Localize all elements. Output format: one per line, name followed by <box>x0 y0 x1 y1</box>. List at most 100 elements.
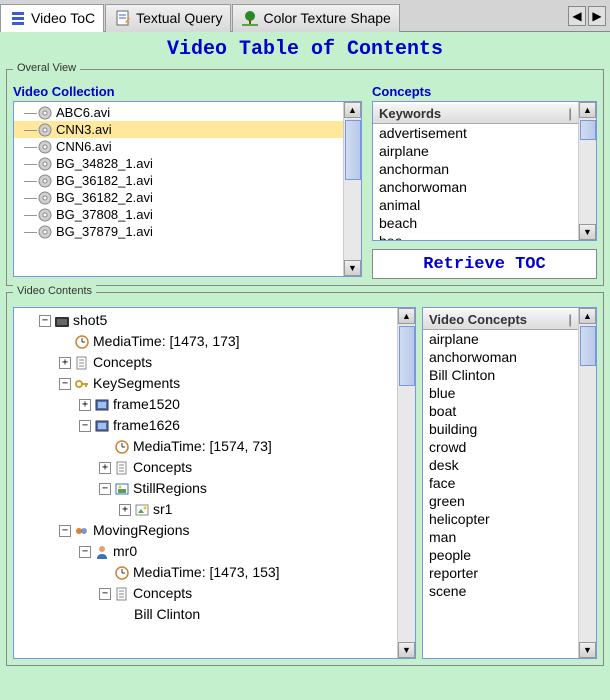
tree-node[interactable]: − Concepts <box>16 583 395 604</box>
list-item[interactable]: —CNN6.avi <box>14 138 343 155</box>
page-title: Video Table of Contents <box>0 32 610 67</box>
expander-icon[interactable]: − <box>59 378 71 390</box>
person-icon <box>94 544 110 560</box>
tree-node[interactable]: −frame1626 <box>16 415 395 436</box>
list-item[interactable]: bee <box>373 232 578 240</box>
expander-icon[interactable]: + <box>59 357 71 369</box>
tab-video-toc[interactable]: Video ToC <box>0 4 104 32</box>
list-item[interactable]: green <box>423 492 578 510</box>
scrollbar[interactable]: ▲ ▼ <box>343 102 361 276</box>
expander-icon[interactable]: − <box>79 420 91 432</box>
retrieve-toc-button[interactable]: Retrieve TOC <box>372 249 597 279</box>
expander-icon[interactable]: − <box>99 588 111 600</box>
tree-node[interactable]: + Concepts <box>16 457 395 478</box>
list-item[interactable]: Bill Clinton <box>423 366 578 384</box>
expander-icon[interactable]: − <box>39 315 51 327</box>
scrollbar[interactable]: ▲ ▼ <box>578 102 596 240</box>
scroll-thumb[interactable] <box>580 120 596 140</box>
list-item[interactable]: —CNN3.avi <box>14 121 343 138</box>
tab-textual-query[interactable]: Textual Query <box>105 4 231 32</box>
scroll-thumb[interactable] <box>580 326 596 366</box>
tree-view[interactable]: −shot5MediaTime: [1473, 173] + Concepts − Ke… <box>13 307 416 659</box>
list-item[interactable]: —BG_36182_1.avi <box>14 172 343 189</box>
scroll-up-icon[interactable]: ▲ <box>344 102 361 118</box>
list-item[interactable]: anchorwoman <box>423 348 578 366</box>
tree-node[interactable]: −StillRegions <box>16 478 395 499</box>
list-item[interactable]: scene <box>423 582 578 600</box>
expander-icon[interactable]: − <box>79 546 91 558</box>
clock-icon <box>114 565 130 581</box>
list-item[interactable]: helicopter <box>423 510 578 528</box>
tree-node[interactable]: − KeySegments <box>16 373 395 394</box>
clock-icon <box>114 439 130 455</box>
list-item[interactable]: people <box>423 546 578 564</box>
tree-node[interactable]: Bill Clinton <box>16 604 395 625</box>
scrollbar[interactable]: ▲ ▼ <box>578 308 596 658</box>
list-item[interactable]: anchorman <box>373 160 578 178</box>
cd-icon <box>38 208 52 222</box>
list-item[interactable]: —ABC6.avi <box>14 104 343 121</box>
scroll-thumb[interactable] <box>399 326 415 386</box>
tree-node[interactable]: +frame1520 <box>16 394 395 415</box>
scroll-down-icon[interactable]: ▼ <box>398 642 415 658</box>
keywords-list[interactable]: Keywords | advertisementairplaneanchorma… <box>372 101 597 241</box>
expander-icon[interactable]: + <box>99 462 111 474</box>
scroll-thumb[interactable] <box>345 120 361 180</box>
list-item[interactable]: —BG_37808_1.avi <box>14 206 343 223</box>
scroll-down-icon[interactable]: ▼ <box>344 260 361 276</box>
video-contents-legend: Video Contents <box>13 285 96 297</box>
tree-node[interactable]: +Concepts <box>16 352 395 373</box>
expander-icon[interactable]: − <box>59 525 71 537</box>
list-item[interactable]: airplane <box>423 330 578 348</box>
scroll-up-icon[interactable]: ▲ <box>579 308 596 324</box>
tree-node-label: KeySegments <box>93 373 180 394</box>
list-item[interactable]: beach <box>373 214 578 232</box>
tree-node[interactable]: MediaTime: [1473, 173] <box>16 331 395 352</box>
tree-node-label: Concepts <box>133 457 192 478</box>
tree-node-label: MediaTime: [1473, 153] <box>133 562 280 583</box>
list-item[interactable]: face <box>423 474 578 492</box>
doc-icon <box>74 355 90 371</box>
tree-node-label: Concepts <box>133 583 192 604</box>
scroll-down-icon[interactable]: ▼ <box>579 642 596 658</box>
list-item[interactable]: —BG_37879_1.avi <box>14 223 343 240</box>
tab-bar: Video ToC Textual Query Color Texture Sh… <box>0 0 610 32</box>
overall-view-legend: Overal View <box>13 62 80 74</box>
tree-node-label: MediaTime: [1473, 173] <box>93 331 240 352</box>
tree-node[interactable]: −MovingRegions <box>16 520 395 541</box>
expander-icon[interactable]: + <box>119 504 131 516</box>
tree-node[interactable]: −shot5 <box>16 310 395 331</box>
list-item[interactable]: advertisement <box>373 124 578 142</box>
tree-node-label: Bill Clinton <box>134 604 200 625</box>
cd-icon <box>38 174 52 188</box>
scroll-up-icon[interactable]: ▲ <box>579 102 596 118</box>
scroll-down-icon[interactable]: ▼ <box>579 224 596 240</box>
tree-node[interactable]: MediaTime: [1574, 73] <box>16 436 395 457</box>
list-item[interactable]: animal <box>373 196 578 214</box>
tab-color-texture-shape[interactable]: Color Texture Shape <box>232 4 399 32</box>
tree-node[interactable]: MediaTime: [1473, 153] <box>16 562 395 583</box>
list-item[interactable]: desk <box>423 456 578 474</box>
tree-node[interactable]: −mr0 <box>16 541 395 562</box>
note-icon <box>114 9 132 27</box>
video-concepts-list[interactable]: Video Concepts | airplaneanchorwomanBill… <box>422 307 597 659</box>
tab-scroll-left[interactable]: ◀ <box>568 6 586 26</box>
list-item[interactable]: boat <box>423 402 578 420</box>
list-item[interactable]: —BG_36182_2.avi <box>14 189 343 206</box>
list-item[interactable]: crowd <box>423 438 578 456</box>
list-item[interactable]: blue <box>423 384 578 402</box>
tab-scroll-right[interactable]: ▶ <box>588 6 606 26</box>
scrollbar[interactable]: ▲ ▼ <box>397 308 415 658</box>
list-item[interactable]: man <box>423 528 578 546</box>
list-item[interactable]: building <box>423 420 578 438</box>
tree-node[interactable]: +sr1 <box>16 499 395 520</box>
scroll-up-icon[interactable]: ▲ <box>398 308 415 324</box>
list-item[interactable]: airplane <box>373 142 578 160</box>
list-item[interactable]: anchorwoman <box>373 178 578 196</box>
list-item[interactable]: —BG_34828_1.avi <box>14 155 343 172</box>
expander-icon[interactable]: + <box>79 399 91 411</box>
video-collection-list[interactable]: —ABC6.avi—CNN3.avi—CNN6.avi—BG_34828_1.a… <box>13 101 362 277</box>
expander-icon[interactable]: − <box>99 483 111 495</box>
video-contents-fieldset: Video Contents −shot5MediaTime: [1473, 1… <box>6 292 604 666</box>
list-item[interactable]: reporter <box>423 564 578 582</box>
